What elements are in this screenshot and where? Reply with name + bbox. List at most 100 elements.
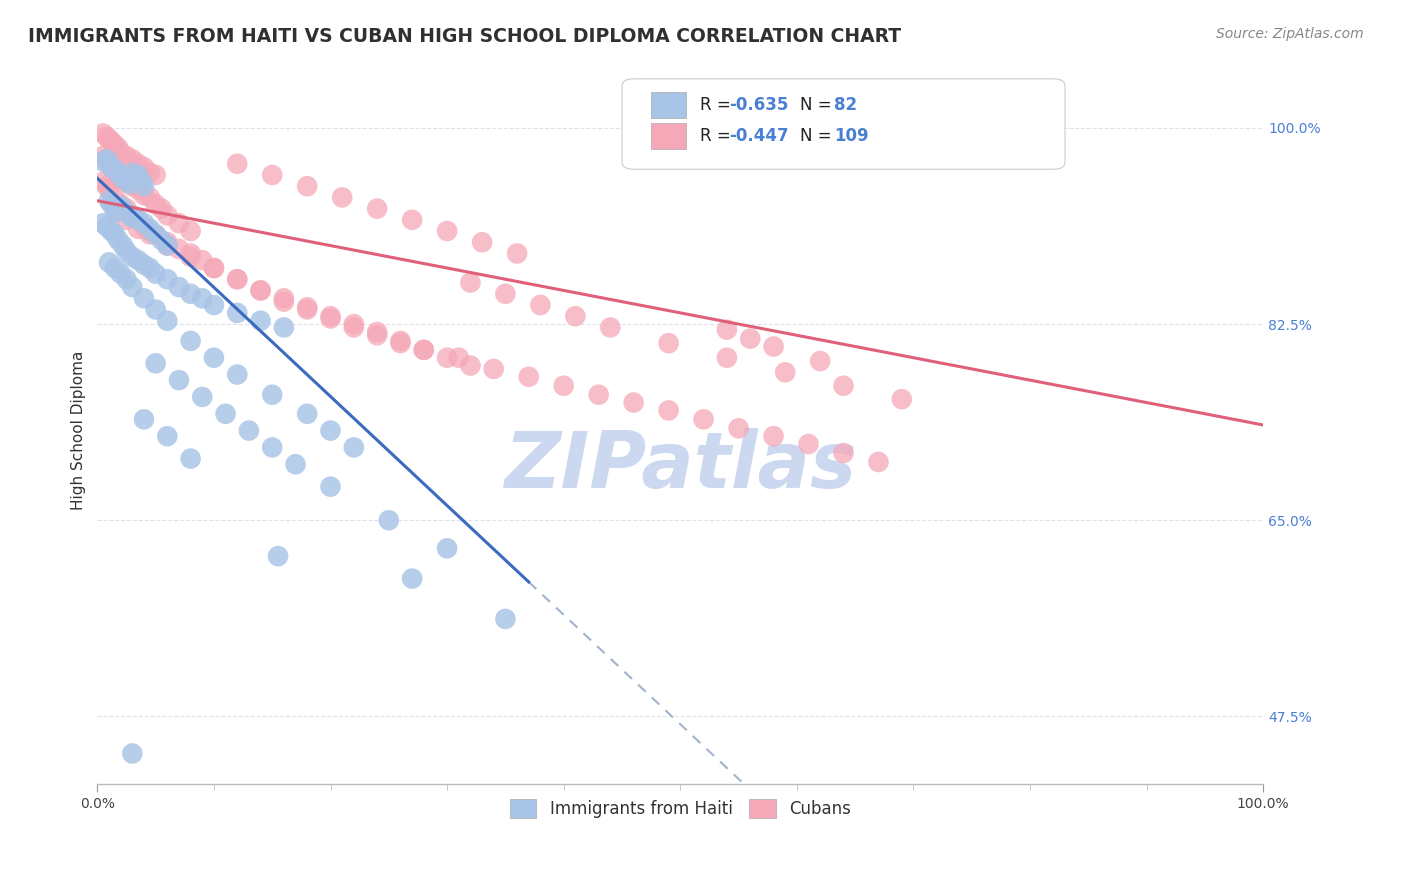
Point: [100, 197, 122, 211]
Point: [343, 317, 366, 331]
Point: [132, 160, 155, 174]
Point: [460, 276, 482, 290]
Point: [115, 175, 138, 189]
Point: [658, 336, 681, 351]
Point: [295, 407, 318, 421]
Point: [96, 219, 118, 234]
Point: [180, 224, 202, 238]
Point: [167, 242, 190, 256]
Point: [139, 166, 162, 180]
Text: N =: N =: [800, 96, 837, 114]
Point: [110, 171, 132, 186]
Point: [104, 227, 127, 242]
Point: [517, 369, 540, 384]
Point: [412, 343, 434, 357]
Point: [121, 208, 143, 222]
Point: [111, 202, 134, 216]
Point: [343, 441, 366, 455]
Point: [273, 294, 295, 309]
Point: [104, 163, 127, 178]
Point: [121, 280, 143, 294]
Point: [145, 168, 167, 182]
Point: [98, 132, 121, 146]
Point: [132, 219, 155, 234]
Point: [100, 224, 122, 238]
Point: [436, 541, 458, 556]
Point: [91, 154, 114, 169]
Point: [191, 291, 214, 305]
Point: [110, 168, 132, 182]
Point: [238, 424, 260, 438]
Text: ZIPatlas: ZIPatlas: [505, 428, 856, 504]
Point: [91, 216, 114, 230]
Point: [111, 171, 134, 186]
Point: [226, 272, 249, 286]
Point: [249, 314, 271, 328]
Point: [832, 446, 855, 460]
Point: [100, 134, 122, 148]
Point: [412, 343, 434, 357]
Point: [98, 194, 121, 208]
Text: R =: R =: [700, 127, 737, 145]
Point: [623, 395, 645, 409]
Point: [191, 390, 214, 404]
Point: [96, 129, 118, 144]
Point: [366, 202, 388, 216]
Point: [401, 572, 423, 586]
Text: N =: N =: [800, 127, 837, 145]
FancyBboxPatch shape: [621, 78, 1064, 169]
Text: R =: R =: [700, 96, 737, 114]
Point: [127, 157, 149, 171]
Point: [110, 145, 132, 160]
Point: [226, 306, 249, 320]
Point: [115, 173, 138, 187]
Point: [121, 250, 143, 264]
Point: [115, 212, 138, 227]
Point: [202, 298, 225, 312]
Point: [319, 310, 342, 324]
Point: [167, 216, 190, 230]
FancyBboxPatch shape: [651, 122, 686, 150]
Point: [890, 392, 912, 407]
Point: [127, 212, 149, 227]
Point: [91, 127, 114, 141]
Point: [797, 437, 820, 451]
Point: [273, 320, 295, 334]
Point: [167, 280, 190, 294]
Point: [460, 359, 482, 373]
Point: [156, 208, 179, 222]
Point: [295, 302, 318, 317]
Point: [118, 177, 141, 191]
Point: [727, 421, 749, 435]
Point: [762, 339, 785, 353]
Point: [343, 320, 366, 334]
Point: [808, 354, 831, 368]
Point: [107, 168, 129, 182]
Point: [599, 320, 621, 334]
Point: [115, 244, 138, 259]
Point: [202, 351, 225, 365]
Point: [121, 179, 143, 194]
Point: [773, 365, 796, 379]
Point: [180, 286, 202, 301]
Point: [226, 368, 249, 382]
Point: [436, 224, 458, 238]
Point: [267, 549, 290, 563]
Point: [389, 334, 412, 348]
Point: [96, 153, 118, 167]
Point: [104, 162, 127, 177]
Point: [319, 480, 342, 494]
Point: [98, 255, 121, 269]
Text: 109: 109: [834, 127, 869, 145]
Point: [107, 141, 129, 155]
Point: [226, 157, 249, 171]
Text: -0.447: -0.447: [730, 127, 789, 145]
Point: [121, 211, 143, 225]
Point: [716, 351, 738, 365]
Point: [156, 429, 179, 443]
Point: [132, 258, 155, 272]
Point: [156, 272, 179, 286]
Point: [262, 388, 284, 402]
Point: [107, 166, 129, 180]
Point: [330, 190, 353, 204]
